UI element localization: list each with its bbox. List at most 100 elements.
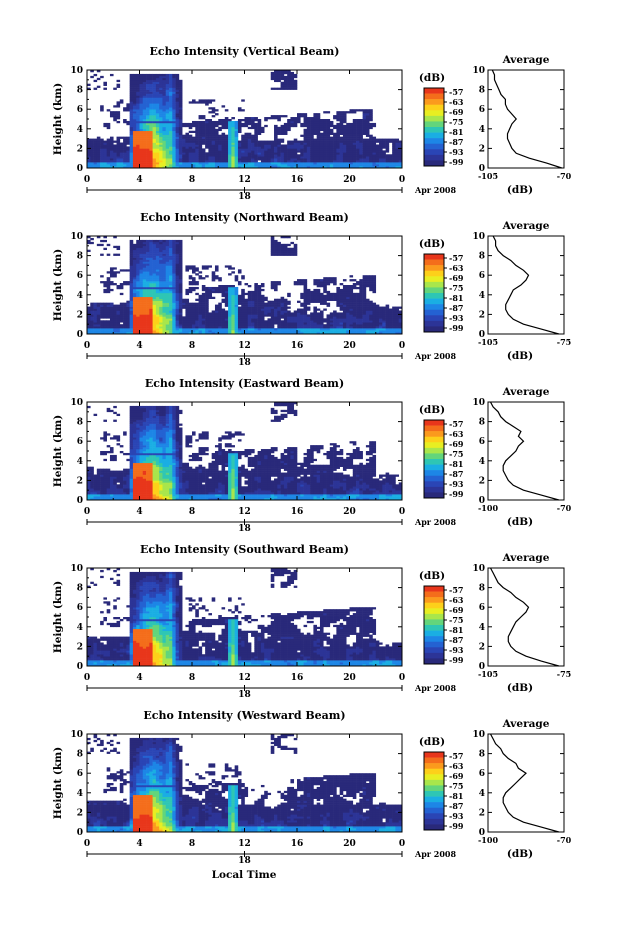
heatmap-cell xyxy=(254,302,258,305)
heatmap-cell xyxy=(129,73,134,77)
heatmap-cell xyxy=(155,316,160,319)
heatmap-cell xyxy=(162,302,167,305)
heatmap-cell xyxy=(379,152,383,155)
heatmap-cell xyxy=(149,281,153,284)
heatmap-cell xyxy=(274,115,278,118)
heatmap-cell xyxy=(244,318,249,321)
heatmap-cell xyxy=(231,120,235,124)
heatmap-cell xyxy=(329,279,334,282)
heatmap-cell xyxy=(136,89,140,92)
heatmap-cell xyxy=(201,292,206,296)
heatmap-cell xyxy=(300,328,304,331)
heatmap-cell xyxy=(165,124,170,128)
heatmap-cell xyxy=(277,318,281,321)
heatmap-cell xyxy=(188,314,193,317)
heatmap-cell xyxy=(369,166,373,169)
heatmap-cell xyxy=(188,162,193,165)
heatmap-cell xyxy=(270,320,275,323)
heatmap-cell xyxy=(149,89,153,92)
heatmap-cell xyxy=(224,146,229,149)
heatmap-cell xyxy=(169,101,173,104)
heatmap-cell xyxy=(132,312,137,315)
heatmap-cell xyxy=(398,146,403,149)
heatmap-cell xyxy=(132,136,137,139)
heatmap-cell xyxy=(274,144,278,147)
heatmap-cell xyxy=(267,142,272,145)
heatmap-cell xyxy=(310,132,314,135)
heatmap-cell xyxy=(169,308,173,311)
heatmap-cell xyxy=(326,160,331,163)
heatmap-cell xyxy=(93,160,98,163)
heatmap-cell xyxy=(221,105,226,108)
heatmap-cell xyxy=(349,318,354,321)
heatmap-cell xyxy=(198,126,203,130)
heatmap-cell xyxy=(139,304,144,307)
heatmap-cell xyxy=(313,310,317,313)
heatmap-cell xyxy=(257,128,262,132)
heatmap-cell xyxy=(333,314,337,317)
heatmap-cell xyxy=(165,255,170,258)
heatmap-cell xyxy=(178,267,183,270)
heatmap-cell xyxy=(369,136,373,139)
heatmap-cell xyxy=(175,158,180,161)
heatmap-cell xyxy=(356,324,360,327)
heatmap-cell xyxy=(178,243,183,247)
heatmap-cell xyxy=(132,247,137,251)
heatmap-cell xyxy=(316,298,321,301)
heatmap-cell xyxy=(211,144,216,147)
heatmap-cell xyxy=(162,148,167,151)
heatmap-cell xyxy=(175,156,180,159)
heatmap-cell xyxy=(162,103,167,106)
heatmap-cell xyxy=(382,160,386,163)
heatmap-cell xyxy=(142,89,147,92)
heatmap-cell xyxy=(228,119,232,122)
heatmap-cell xyxy=(211,148,216,151)
heatmap-cell xyxy=(152,160,157,163)
heatmap-cell xyxy=(306,320,311,323)
heatmap-cell xyxy=(277,166,281,169)
heatmap-cell xyxy=(198,306,203,309)
heatmap-cell xyxy=(369,115,373,118)
heatmap-cell xyxy=(201,162,206,165)
heatmap-cell xyxy=(251,136,255,139)
heatmap-cell xyxy=(100,156,104,159)
heatmap-cell xyxy=(310,328,314,331)
heatmap-cell xyxy=(109,136,114,139)
heatmap-cell xyxy=(333,160,337,163)
heatmap-cell xyxy=(165,267,170,270)
heatmap-cell xyxy=(146,75,150,79)
heatmap-cell xyxy=(106,320,111,323)
heatmap-cell xyxy=(277,162,281,165)
heatmap-cell xyxy=(96,146,101,149)
heatmap-cell xyxy=(175,255,180,258)
heatmap-cell xyxy=(211,152,216,155)
heatmap-cell xyxy=(132,249,137,252)
heatmap-cell xyxy=(136,77,140,81)
heatmap-cell xyxy=(300,316,304,319)
heatmap-cell xyxy=(310,320,314,323)
heatmap-cell xyxy=(316,130,321,134)
heatmap-cell xyxy=(316,142,321,145)
heatmap-cell xyxy=(139,103,144,106)
heatmap-cell xyxy=(100,316,104,319)
heatmap-cell xyxy=(231,142,235,145)
heatmap-cell xyxy=(293,158,298,161)
heatmap-cell xyxy=(333,324,337,327)
heatmap-cell xyxy=(254,122,258,126)
heatmap-cell xyxy=(323,294,327,298)
heatmap-cell xyxy=(339,162,344,165)
heatmap-cell xyxy=(149,273,153,276)
heatmap-cell xyxy=(146,113,150,116)
heatmap-cell xyxy=(365,162,370,165)
heatmap-cell xyxy=(136,275,140,278)
heatmap-cell xyxy=(103,156,107,159)
heatmap-cell xyxy=(172,156,176,159)
heatmap-cell xyxy=(352,330,357,333)
heatmap-cell xyxy=(100,328,104,331)
heatmap-cell xyxy=(106,154,111,157)
heatmap-cell xyxy=(175,89,180,92)
heatmap-cell xyxy=(169,247,173,251)
heatmap-cell xyxy=(139,259,144,262)
heatmap-cell xyxy=(136,91,140,94)
heatmap-cell xyxy=(300,146,304,149)
